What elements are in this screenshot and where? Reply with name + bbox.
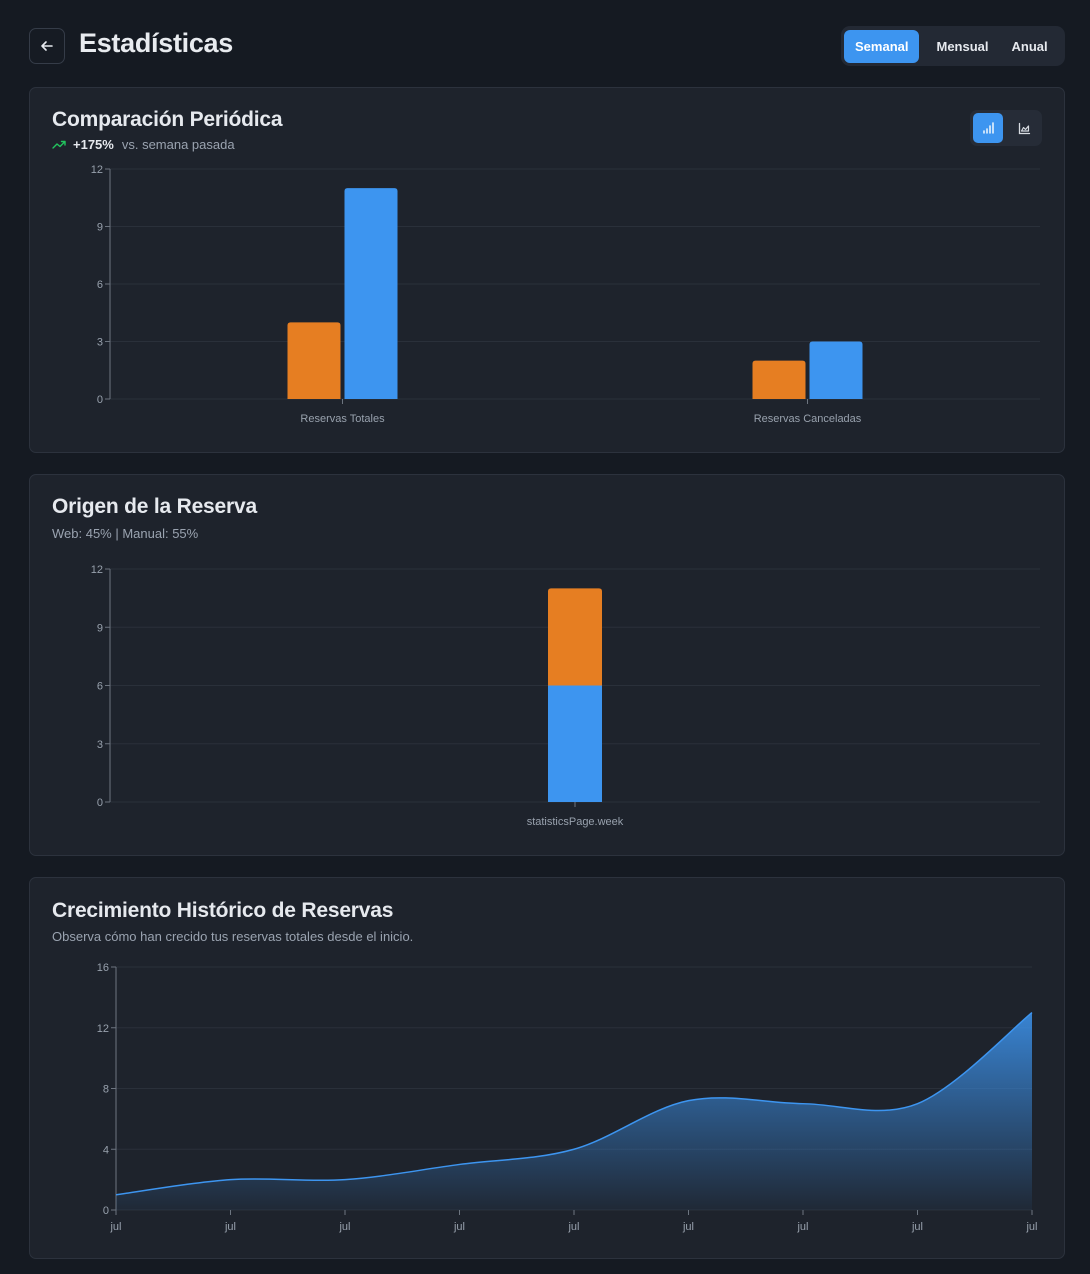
area-chart-icon xyxy=(1018,122,1030,134)
area-line xyxy=(115,1011,1033,1196)
origin-subtitle: Web: 45% | Manual: 55% xyxy=(52,526,199,541)
y-tick-label: 0 xyxy=(97,394,103,406)
bar-chart-icon xyxy=(983,122,994,134)
growth-title: Crecimiento Histórico de Reservas xyxy=(52,899,394,922)
period-yearly-button[interactable]: Anual xyxy=(1011,38,1048,54)
y-tick-label: 6 xyxy=(97,681,103,693)
y-tick-label: 12 xyxy=(97,1023,109,1035)
growth-subtitle: Observa cómo han crecido tus reservas to… xyxy=(52,929,414,944)
period-toggle: Semanal Mensual Anual xyxy=(841,26,1065,66)
chart-type-toggle xyxy=(970,110,1042,146)
y-tick-label: 12 xyxy=(91,564,103,576)
y-tick-label: 0 xyxy=(103,1205,109,1217)
y-tick-label: 3 xyxy=(97,739,103,751)
y-tick-label: 16 xyxy=(97,962,109,974)
growth-chart: 0 4 8 12 16 jul jul jul jul jul jul jul jul jul xyxy=(97,962,1038,1233)
growth-card: Crecimiento Histórico de Reservas Observ… xyxy=(29,877,1065,1259)
y-tick-label: 9 xyxy=(97,222,103,234)
comparison-chart: 0 3 6 9 12 Reservas Totales Reservas Cancelada… xyxy=(91,164,1040,425)
comparison-card: Comparación Periódica +175% vs. semana p… xyxy=(29,87,1065,453)
bar-current xyxy=(809,341,863,399)
growth-indicator: +175% vs. semana pasada xyxy=(52,137,235,152)
y-tick-label: 3 xyxy=(97,337,103,349)
origin-chart: 0 3 6 9 12 statisticsPage.week xyxy=(91,564,1040,828)
y-tick-label: 12 xyxy=(91,164,103,176)
back-button[interactable] xyxy=(29,28,65,64)
comparison-title: Comparación Periódica xyxy=(52,108,283,131)
y-tick-label: 9 xyxy=(97,622,103,634)
trending-up-icon xyxy=(52,140,66,149)
bar-previous xyxy=(752,360,806,399)
y-tick-label: 0 xyxy=(97,797,103,809)
y-tick-label: 6 xyxy=(97,279,103,291)
x-tick-label: jul xyxy=(682,1221,694,1233)
bar-previous xyxy=(287,322,341,399)
x-tick-label: statisticsPage.week xyxy=(527,816,624,828)
arrow-left-icon xyxy=(41,41,53,51)
x-tick-label: Reservas Totales xyxy=(300,413,385,425)
x-tick-label: jul xyxy=(567,1221,579,1233)
x-tick-label: jul xyxy=(224,1221,236,1233)
bar-chart-button[interactable] xyxy=(973,113,1003,143)
growth-text: vs. semana pasada xyxy=(121,137,235,152)
area-chart-button[interactable] xyxy=(1009,113,1039,143)
bar-manual xyxy=(548,588,602,686)
x-tick-label: jul xyxy=(796,1221,808,1233)
growth-value: +175% xyxy=(73,137,114,152)
y-tick-label: 4 xyxy=(103,1144,109,1156)
origin-title: Origen de la Reserva xyxy=(52,495,257,518)
area-fill xyxy=(116,1012,1032,1210)
x-tick-label: Reservas Canceladas xyxy=(754,413,862,425)
origin-card: Origen de la Reserva Web: 45% | Manual: … xyxy=(29,474,1065,856)
period-monthly-button[interactable]: Mensual xyxy=(936,38,989,54)
x-tick-label: jul xyxy=(453,1221,465,1233)
x-tick-label: jul xyxy=(911,1221,923,1233)
bar-web xyxy=(548,685,602,802)
period-weekly-button[interactable]: Semanal xyxy=(844,29,920,63)
page-header: Estadísticas Semanal Mensual Anual xyxy=(29,26,1065,66)
x-tick-label: jul xyxy=(109,1221,121,1233)
x-tick-label: jul xyxy=(338,1221,350,1233)
x-tick-label: jul xyxy=(1025,1221,1037,1233)
y-tick-label: 8 xyxy=(103,1084,109,1096)
page-title: Estadísticas xyxy=(79,28,233,58)
bar-current xyxy=(344,188,398,399)
